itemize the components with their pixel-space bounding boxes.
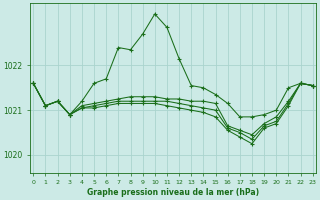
X-axis label: Graphe pression niveau de la mer (hPa): Graphe pression niveau de la mer (hPa) [87,188,259,197]
